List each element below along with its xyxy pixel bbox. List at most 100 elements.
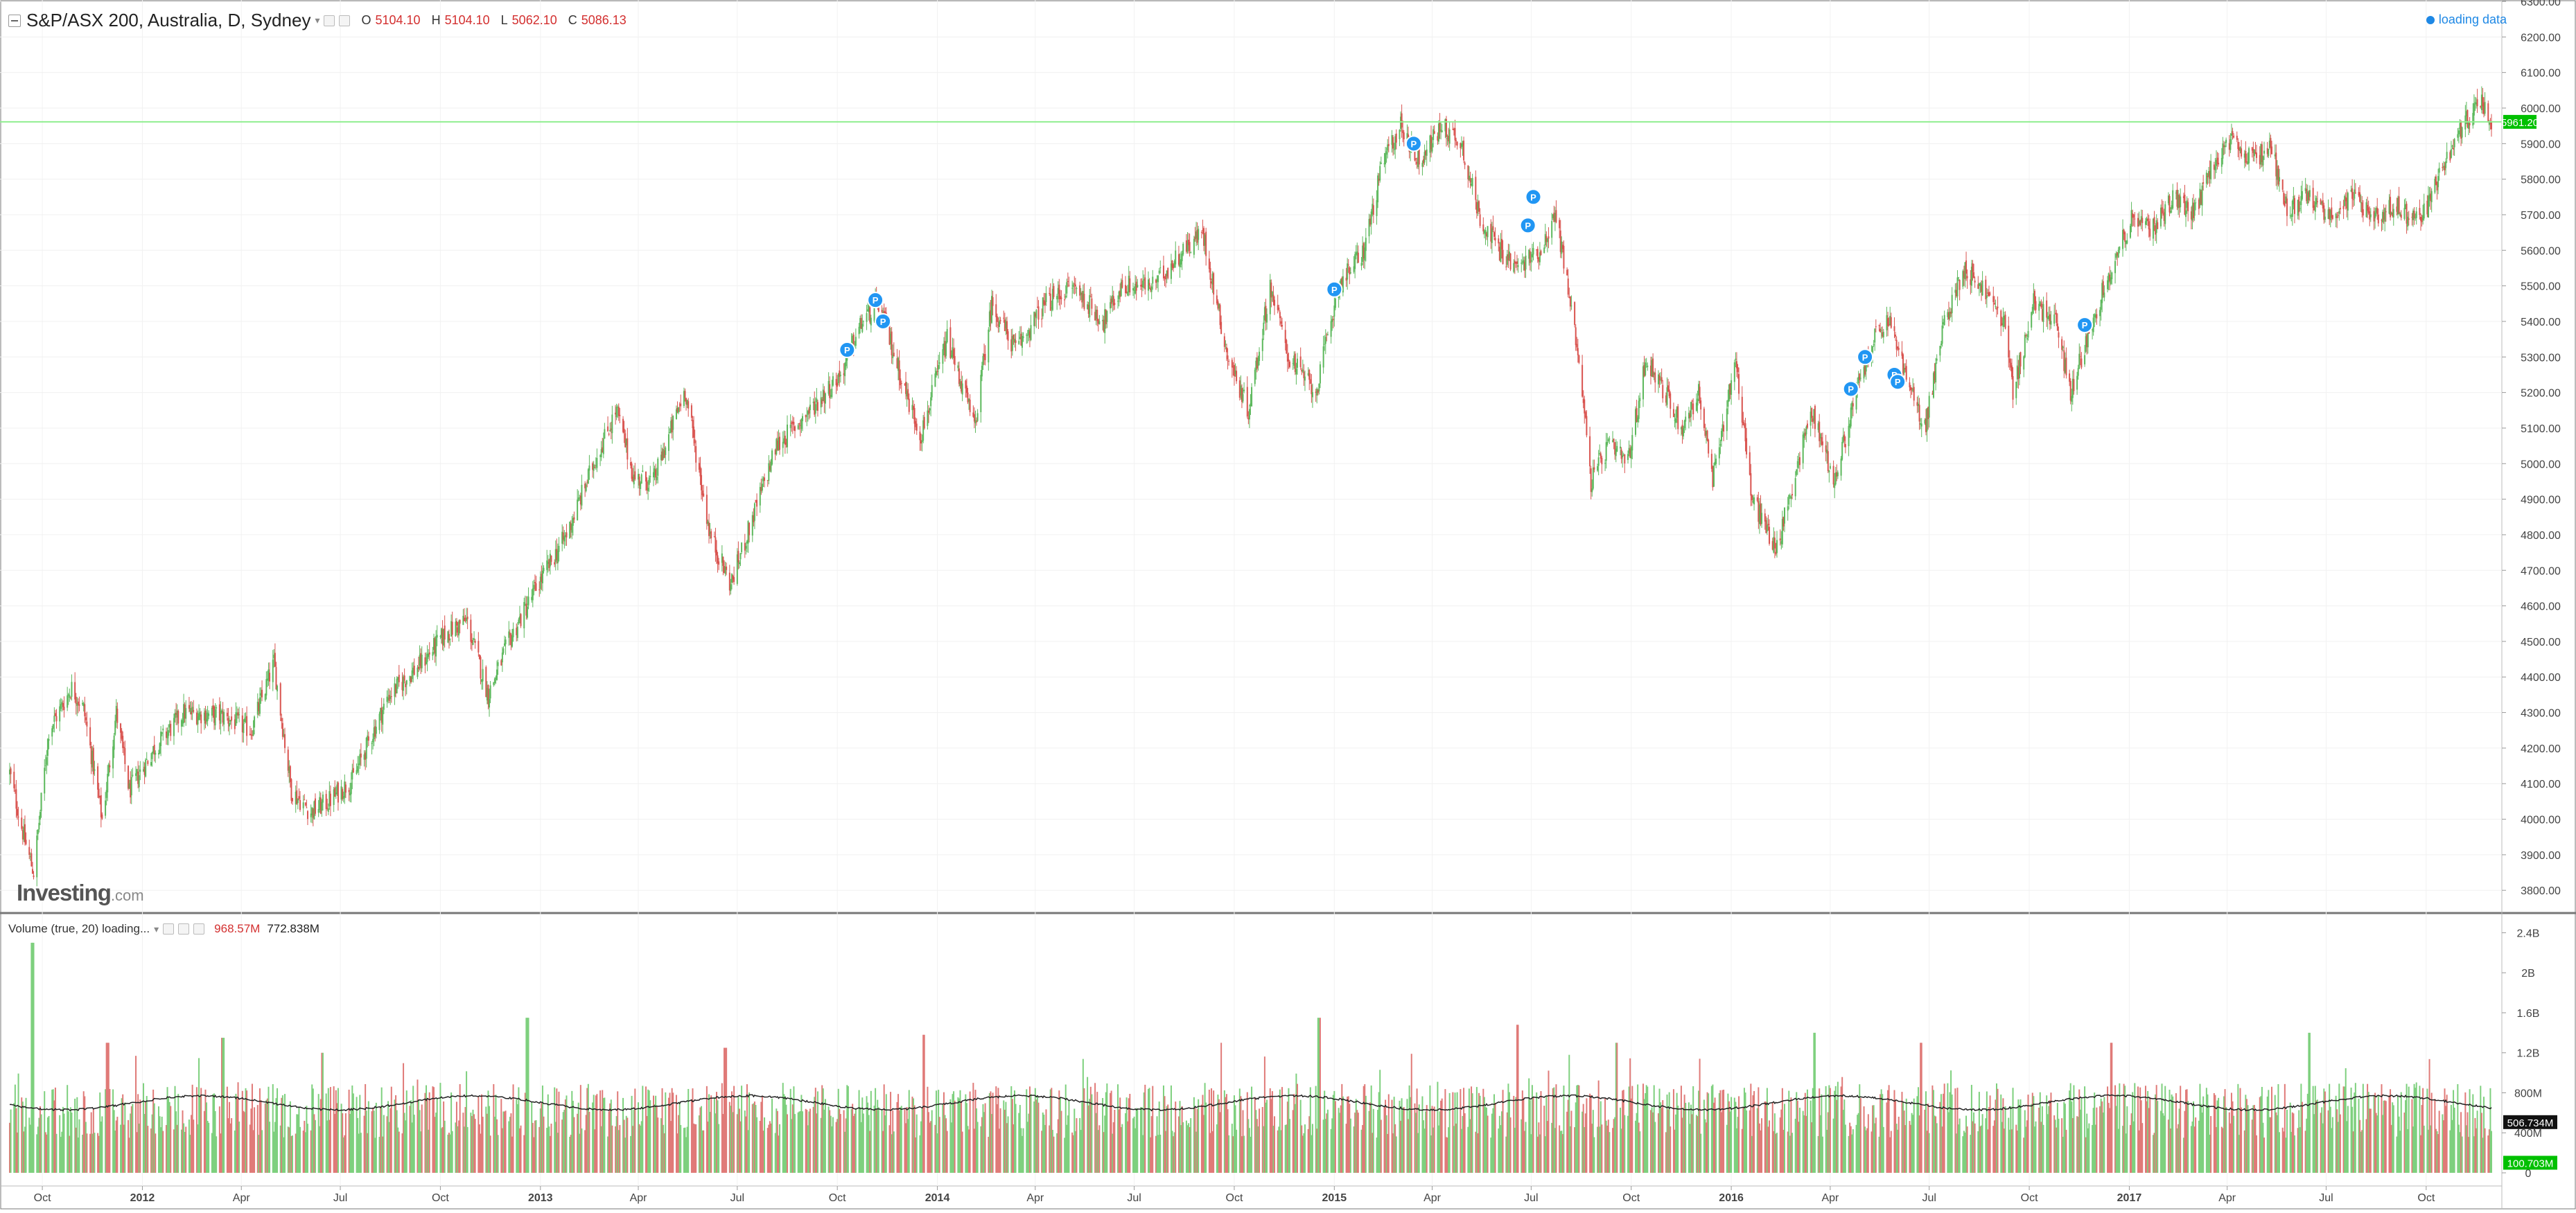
candle-body xyxy=(1548,236,1549,238)
candle-body xyxy=(322,795,324,803)
candle-body xyxy=(550,556,552,562)
volume-bar xyxy=(1457,1092,1458,1173)
candle-body xyxy=(1958,277,1959,278)
time-tick-label: 2013 xyxy=(528,1192,553,1204)
volume-bar xyxy=(1411,1054,1412,1173)
candle-body xyxy=(116,709,118,723)
candle-body xyxy=(866,313,868,322)
candle-body xyxy=(714,536,715,537)
candle-body xyxy=(2126,240,2128,244)
volume-bar xyxy=(1251,1087,1252,1173)
candle-body xyxy=(1577,348,1579,355)
candle-body xyxy=(831,389,832,397)
candle-body xyxy=(1891,317,1892,328)
volume-tick-label: 400M xyxy=(2514,1128,2542,1140)
candle-body xyxy=(2399,196,2400,213)
candle-body xyxy=(2474,102,2476,103)
candle-body xyxy=(1518,265,1519,267)
candle-body xyxy=(351,783,352,794)
candle-body xyxy=(1000,320,1001,321)
volume-bar xyxy=(1495,1103,1496,1173)
volume-bar xyxy=(391,1087,392,1173)
candle-body xyxy=(642,470,643,472)
candle-body xyxy=(69,695,70,698)
volume-bar xyxy=(2187,1101,2189,1173)
candle-body xyxy=(1661,377,1663,381)
candle-body xyxy=(272,659,274,682)
volume-bar xyxy=(48,1116,49,1173)
volume-bar xyxy=(2210,1116,2211,1173)
candle-body xyxy=(1457,141,1458,145)
candle-body xyxy=(511,636,513,646)
candle-body xyxy=(33,876,35,877)
volume-bar xyxy=(200,1088,202,1173)
candle-body xyxy=(208,714,209,716)
volume-bar xyxy=(855,1108,857,1173)
candle-body xyxy=(304,799,305,800)
candle-body xyxy=(28,847,30,855)
candle-body xyxy=(722,557,724,566)
candle-body xyxy=(284,734,286,748)
volume-bar xyxy=(1784,1104,1785,1173)
volume-bar xyxy=(322,1053,324,1173)
candle-body xyxy=(985,354,986,360)
candle-body xyxy=(200,714,202,723)
candle-body xyxy=(815,404,816,414)
candle-body xyxy=(1449,130,1451,143)
volume-bar xyxy=(1715,1108,1717,1173)
volume-bar xyxy=(1015,1104,1017,1173)
candle-body xyxy=(1280,321,1281,324)
volume-bar xyxy=(1609,1132,1610,1173)
candle-body xyxy=(1591,488,1593,492)
volume-bar xyxy=(703,1131,704,1173)
candle-body xyxy=(1662,385,1663,398)
candle-body xyxy=(1365,238,1367,251)
volume-bar xyxy=(2042,1125,2044,1173)
candle-body xyxy=(976,421,977,422)
price-tick-label: 4500.00 xyxy=(2521,637,2561,648)
volume-bar xyxy=(1464,1113,1466,1173)
candle-body xyxy=(1606,442,1607,461)
volume-bar xyxy=(1358,1113,1359,1173)
volume-bar xyxy=(246,1090,247,1173)
price-tick-label: 5600.00 xyxy=(2521,245,2561,257)
candle-body xyxy=(1638,400,1640,418)
candle-body xyxy=(1300,357,1302,367)
time-tick-label: Oct xyxy=(432,1192,449,1204)
candle-body xyxy=(2170,211,2171,213)
candle-body xyxy=(1304,377,1306,381)
candle-body xyxy=(1106,311,1107,322)
candle-body xyxy=(901,383,902,384)
candle-body xyxy=(1232,360,1233,367)
price-tick-label: 5700.00 xyxy=(2521,210,2561,222)
candle-body xyxy=(2469,123,2471,125)
volume-bar xyxy=(809,1108,811,1173)
volume-bar xyxy=(55,1134,57,1173)
candle-body xyxy=(261,690,263,698)
candle-body xyxy=(1236,371,1237,381)
candle-body xyxy=(916,424,918,431)
volume-bar xyxy=(2141,1123,2143,1173)
candle-body xyxy=(1396,134,1397,143)
candle-body xyxy=(215,709,216,725)
candle-body xyxy=(802,416,803,421)
candle-body xyxy=(1909,382,1910,387)
candle-body xyxy=(2338,211,2340,214)
volume-bar xyxy=(170,1106,171,1173)
candle-body xyxy=(2124,232,2126,242)
volume-bar xyxy=(1647,1087,1648,1173)
time-tick-label: Oct xyxy=(1226,1192,1243,1204)
candle-body xyxy=(366,738,367,759)
candle-body xyxy=(1767,524,1769,525)
volume-bar xyxy=(870,1091,872,1173)
candle-body xyxy=(2149,229,2150,236)
candle-body xyxy=(2031,312,2032,328)
volume-bar xyxy=(1814,1033,1816,1173)
volume-bar xyxy=(1220,1043,1222,1173)
candle-body xyxy=(2011,366,2013,378)
candle-body xyxy=(2315,198,2317,204)
candle-body xyxy=(2437,176,2439,187)
candle-body xyxy=(1335,299,1336,308)
